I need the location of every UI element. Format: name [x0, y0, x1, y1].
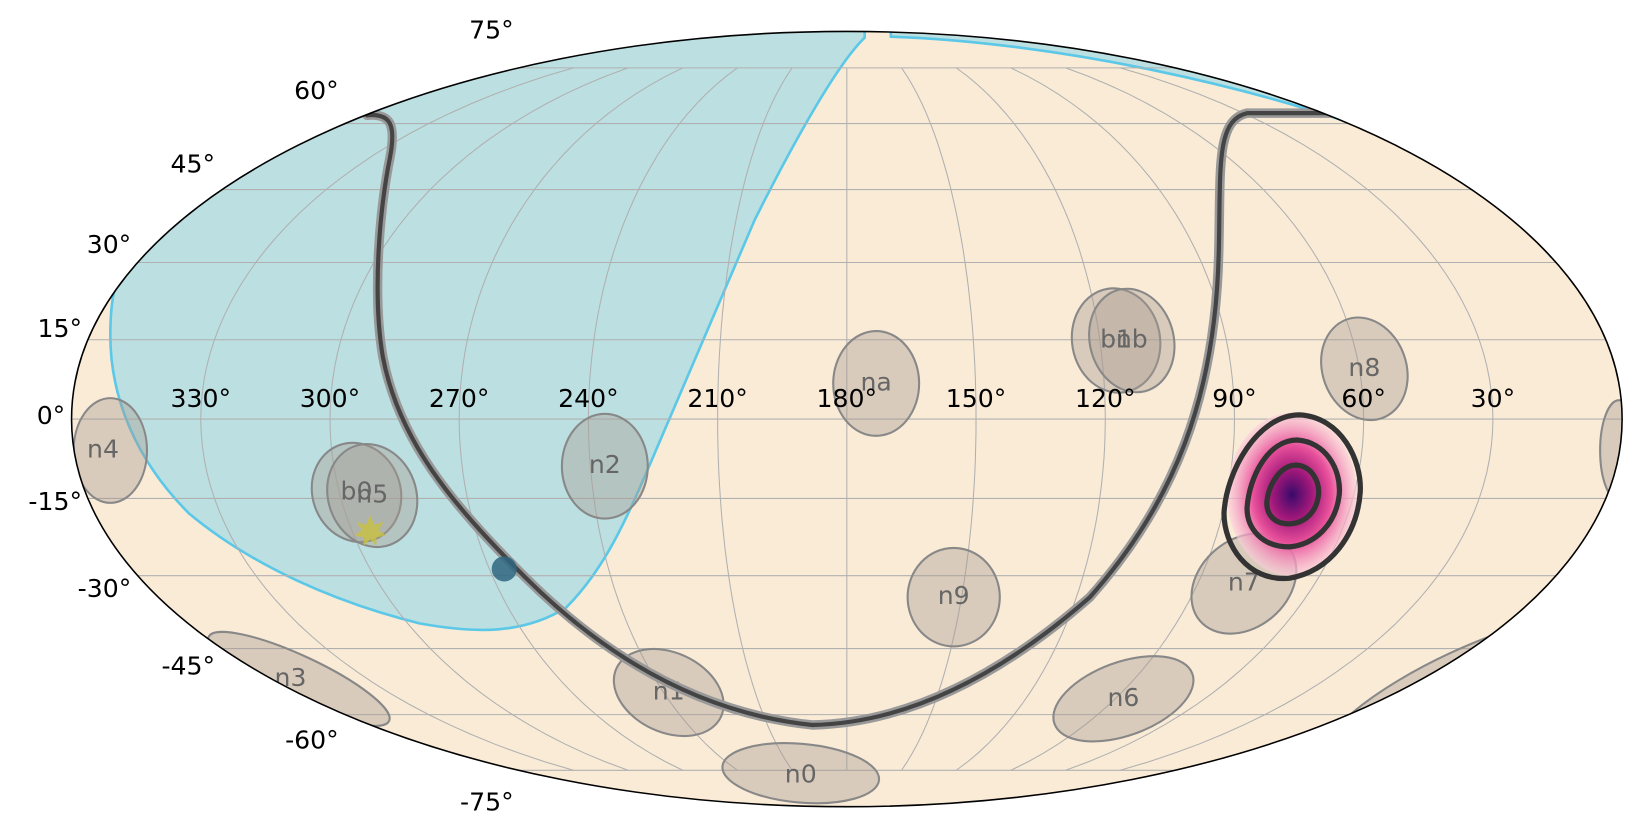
ra-tick-label: 240°: [558, 384, 619, 413]
detector-label: nb: [1116, 324, 1148, 353]
ra-tick-label: 300°: [300, 384, 361, 413]
detector-footprint: [326, 443, 419, 549]
ra-tick-label: 150°: [946, 384, 1007, 413]
detector-footprint: [1070, 287, 1162, 394]
ra-tick-label: 210°: [687, 384, 748, 413]
detector-label: n8: [1348, 353, 1380, 382]
detector-label: na: [861, 367, 892, 396]
detector-label: n3: [275, 663, 307, 692]
detector-label: n5: [356, 480, 388, 509]
tick-labels: 330° 300° 270° 240° 210° 180° 150° 120° 90° 60° 30…: [28, 15, 1515, 816]
detector-footprint: [1088, 287, 1176, 394]
ra-tick-label: 180°: [817, 384, 878, 413]
detector-label: n2: [589, 450, 621, 479]
galactic-plane: [364, 111, 1333, 728]
detector-footprint: [832, 330, 921, 437]
dec-tick-label: 15°: [37, 314, 82, 343]
dec-tick-label: -30°: [78, 574, 132, 603]
dec-tick-label: -45°: [161, 651, 215, 680]
contour-50: [1244, 437, 1342, 550]
dec-tick-label: -75°: [460, 788, 514, 817]
ra-tick-label: 30°: [1471, 384, 1516, 413]
detector-footprint: [1052, 655, 1195, 743]
detector-label: n4: [87, 435, 119, 464]
dec-tick-label: 0°: [37, 401, 66, 430]
ra-tick-label: 330°: [171, 384, 232, 413]
detector-footprint: [721, 742, 881, 805]
sun: [354, 515, 386, 546]
dec-tick-label: 45°: [171, 150, 216, 179]
detector-footprint: [1599, 399, 1623, 502]
detector-footprint: [560, 412, 649, 520]
detector-footprint: [906, 546, 1001, 648]
grid: [71, 67, 1623, 771]
ra-tick-label: 90°: [1212, 384, 1257, 413]
detector-label: n6: [1107, 683, 1139, 712]
ra-tick-label: 120°: [1075, 384, 1136, 413]
sky-border: [70, 30, 1623, 808]
ra-tick-label: 60°: [1341, 384, 1386, 413]
detector-label: b1: [1100, 324, 1132, 353]
detector-footprint: [1320, 316, 1409, 422]
dec-tick-label: 30°: [87, 230, 132, 259]
detector-label: b0: [341, 476, 373, 505]
contour-10: [1264, 462, 1322, 527]
earth-center: [491, 556, 517, 582]
dec-tick-label: 75°: [469, 15, 514, 44]
dec-tick-label: -60°: [285, 726, 339, 755]
sun-marker: [354, 515, 386, 546]
detector-label: n9: [938, 581, 970, 610]
detector-label: n0: [785, 759, 817, 788]
dec-tick-label: -15°: [28, 487, 82, 516]
contour-90: [1221, 412, 1363, 581]
dec-tick-label: 60°: [294, 76, 339, 105]
ra-tick-label: 270°: [429, 384, 490, 413]
